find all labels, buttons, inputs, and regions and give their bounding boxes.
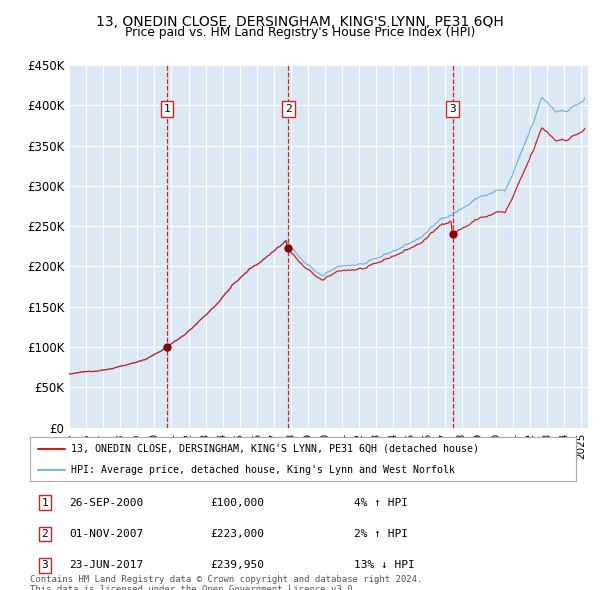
Text: 1: 1 [164, 104, 170, 114]
Text: £239,950: £239,950 [210, 560, 264, 570]
Text: 2% ↑ HPI: 2% ↑ HPI [354, 529, 408, 539]
Text: 2: 2 [284, 104, 292, 114]
Text: 13% ↓ HPI: 13% ↓ HPI [354, 560, 415, 570]
Text: 13, ONEDIN CLOSE, DERSINGHAM, KING'S LYNN, PE31 6QH (detached house): 13, ONEDIN CLOSE, DERSINGHAM, KING'S LYN… [71, 444, 479, 454]
Text: Contains HM Land Registry data © Crown copyright and database right 2024.
This d: Contains HM Land Registry data © Crown c… [30, 575, 422, 590]
Text: £100,000: £100,000 [210, 498, 264, 507]
Text: 26-SEP-2000: 26-SEP-2000 [69, 498, 143, 507]
Text: Price paid vs. HM Land Registry's House Price Index (HPI): Price paid vs. HM Land Registry's House … [125, 26, 475, 39]
Text: 23-JUN-2017: 23-JUN-2017 [69, 560, 143, 570]
Text: 3: 3 [449, 104, 456, 114]
Text: 13, ONEDIN CLOSE, DERSINGHAM, KING'S LYNN, PE31 6QH: 13, ONEDIN CLOSE, DERSINGHAM, KING'S LYN… [96, 15, 504, 29]
Text: 1: 1 [41, 498, 49, 507]
Text: 01-NOV-2007: 01-NOV-2007 [69, 529, 143, 539]
Text: 3: 3 [41, 560, 49, 570]
Text: HPI: Average price, detached house, King's Lynn and West Norfolk: HPI: Average price, detached house, King… [71, 465, 455, 475]
Text: 2: 2 [41, 529, 49, 539]
Text: 4% ↑ HPI: 4% ↑ HPI [354, 498, 408, 507]
Text: £223,000: £223,000 [210, 529, 264, 539]
